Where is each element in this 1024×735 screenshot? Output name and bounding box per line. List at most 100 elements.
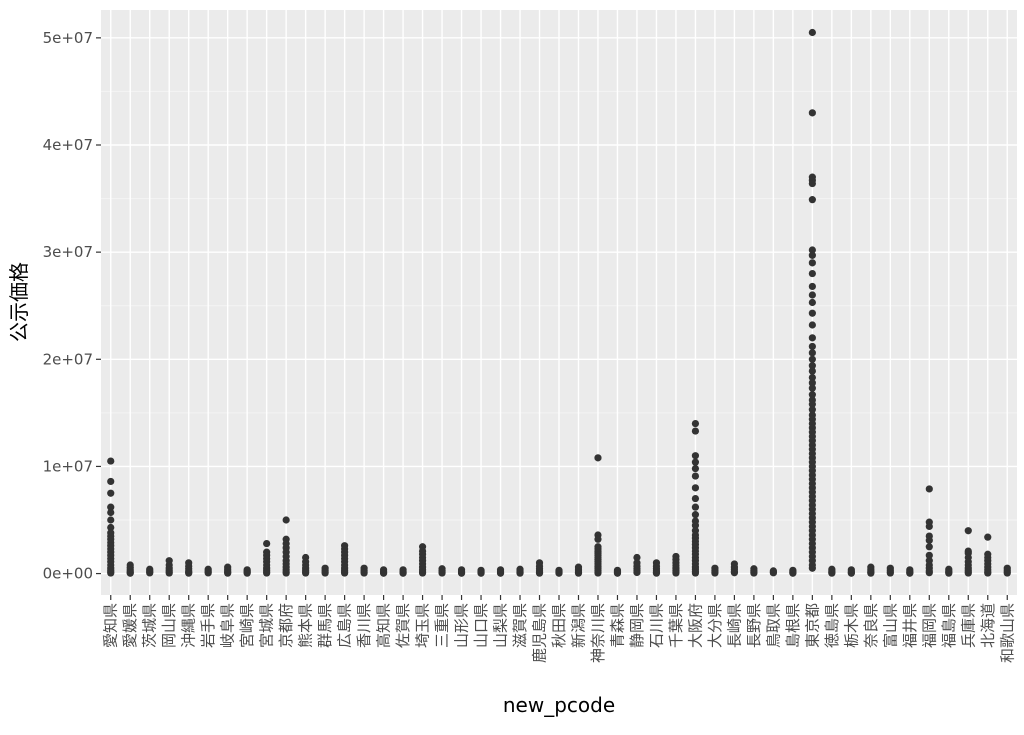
data-point [808, 321, 816, 329]
data-point [691, 472, 700, 480]
data-point [808, 564, 816, 572]
x-tick-label: 佐賀県 [394, 603, 412, 648]
x-tick-label: 愛媛県 [121, 603, 139, 648]
data-point [808, 246, 816, 254]
x-tick-label: 宮崎県 [238, 603, 256, 648]
y-tick-label: 5e+07 [43, 29, 93, 47]
x-tick-label: 福島県 [940, 603, 958, 648]
x-tick-label: 神奈川県 [589, 603, 607, 663]
x-tick-label: 熊本県 [297, 603, 315, 648]
x-tick-label: 福岡県 [920, 603, 938, 648]
grid-lines [101, 10, 1017, 595]
data-point [750, 569, 758, 577]
y-tick-label: 2e+07 [43, 350, 93, 368]
data-point [691, 569, 700, 577]
data-point [925, 543, 933, 551]
data-point [808, 298, 816, 307]
data-point [925, 536, 933, 544]
x-tick-label: 新潟県 [569, 603, 587, 648]
data-point [808, 259, 816, 267]
data-point [925, 522, 933, 531]
data-point [107, 489, 115, 497]
x-tick-label: 栃木県 [842, 603, 860, 648]
data-point [107, 503, 115, 511]
data-point [925, 551, 933, 559]
data-point [321, 569, 329, 577]
y-axis: 0e+00 1e+07 2e+07 3e+07 4e+07 5e+07 [43, 29, 101, 583]
x-tick-label: 滋賀県 [511, 603, 529, 648]
x-tick-label: 岐阜県 [219, 603, 237, 648]
y-axis-title: 公示価格 [7, 262, 31, 342]
data-point [808, 355, 816, 363]
data-point [399, 569, 407, 577]
data-point [808, 406, 816, 414]
x-tick-label: 岩手県 [199, 603, 217, 648]
data-point [906, 569, 914, 577]
data-point [691, 503, 700, 511]
data-point [633, 553, 641, 562]
data-point [204, 569, 212, 577]
data-point [107, 457, 115, 465]
data-point [808, 109, 816, 117]
x-tick-label: 広島県 [336, 603, 354, 648]
x-tick-label: 長野県 [745, 603, 763, 648]
data-point [613, 569, 622, 577]
data-point [691, 484, 700, 492]
x-tick-label: 山口県 [472, 603, 490, 648]
x-tick-label: 宮城県 [258, 603, 276, 648]
data-point [691, 427, 700, 435]
x-tick-label: 群馬県 [316, 603, 334, 648]
data-point [243, 569, 251, 577]
data-point [808, 196, 816, 204]
x-tick-label: 東京都 [803, 603, 821, 648]
data-point [867, 569, 875, 577]
x-tick-label: 静岡県 [628, 603, 646, 648]
data-point [925, 485, 933, 493]
data-point [808, 362, 816, 370]
data-point [282, 569, 290, 577]
data-point [341, 569, 349, 577]
data-point [808, 334, 816, 342]
data-point [555, 569, 563, 577]
data-point [808, 384, 816, 392]
data-point [535, 569, 544, 577]
data-point [808, 379, 816, 387]
x-tick-label: 岡山県 [160, 603, 178, 648]
x-tick-label: 愛知県 [102, 603, 120, 648]
data-point [107, 508, 115, 517]
data-point [691, 511, 700, 519]
data-point [594, 535, 602, 543]
x-tick-label: 鳥取県 [764, 603, 782, 648]
data-point [652, 569, 661, 577]
data-point [438, 569, 446, 577]
data-point [633, 568, 641, 577]
x-tick-label: 山形県 [453, 603, 471, 648]
data-point [574, 569, 583, 577]
x-tick-label: 長崎県 [725, 603, 743, 648]
data-point [769, 569, 777, 577]
data-point [185, 569, 193, 577]
data-point [282, 516, 290, 524]
data-point [925, 569, 933, 577]
data-points [107, 28, 1011, 577]
x-tick-label: 大阪府 [686, 603, 704, 648]
x-axis: 愛知県 愛媛県 茨城県 岡山県 沖縄県 岩手県 岐阜県 宮崎県 宮城県 京都府 熊本県 群馬県 広島県香… [102, 595, 1016, 663]
data-point [808, 349, 816, 357]
data-point [964, 527, 972, 535]
x-tick-label: 富山県 [881, 603, 899, 648]
x-tick-label: 秋田県 [550, 603, 568, 648]
data-point [847, 569, 855, 577]
data-point [808, 269, 816, 278]
data-point [808, 342, 816, 351]
data-point [594, 454, 602, 462]
x-tick-label: 徳島県 [823, 603, 841, 648]
x-tick-label: 高知県 [375, 603, 393, 648]
data-point [808, 400, 816, 408]
data-point [808, 309, 816, 317]
y-tick-label: 3e+07 [43, 243, 93, 261]
x-tick-label: 福井県 [901, 603, 919, 648]
data-point [379, 569, 388, 577]
data-point [126, 569, 134, 577]
data-point [691, 464, 700, 473]
data-point [1003, 569, 1011, 577]
